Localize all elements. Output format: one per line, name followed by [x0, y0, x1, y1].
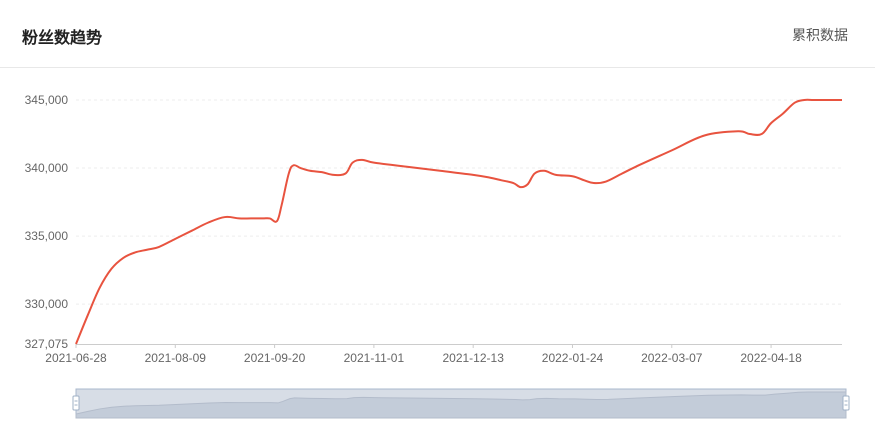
x-tick-label: 2021-08-09 — [145, 351, 207, 365]
chart-title: 粉丝数趋势 — [22, 30, 103, 47]
y-tick-label: 345,000 — [25, 93, 69, 107]
y-tick-label: 327,075 — [25, 337, 69, 351]
y-tick-label: 335,000 — [25, 229, 69, 243]
slider-handle-right[interactable] — [842, 395, 850, 411]
series-layer — [75, 98, 842, 345]
data-zoom-slider[interactable] — [72, 388, 850, 419]
y-tick-label: 340,000 — [25, 161, 69, 175]
x-tick-label: 2021-09-20 — [244, 351, 306, 365]
grid-lines — [76, 99, 842, 305]
slider-preview-area — [75, 391, 847, 419]
y-tick-label: 330,000 — [25, 297, 69, 311]
handle-grip[interactable] — [842, 395, 850, 411]
fans-trend-chart: 345,000 340,000 335,000 330,000 327,075 2021… — [25, 93, 850, 419]
y-axis-ticks: 345,000 340,000 335,000 330,000 327,075 — [25, 93, 69, 351]
x-tick-label: 2021-06-28 — [45, 351, 107, 365]
x-tick-label: 2021-11-01 — [344, 351, 405, 365]
x-tick-label: 2022-04-18 — [740, 351, 802, 365]
x-tick-label: 2021-12-13 — [442, 351, 504, 365]
chart-header: 粉丝数趋势 累积数据 — [0, 0, 875, 68]
slider-handle-left[interactable] — [72, 395, 80, 411]
handle-grip[interactable] — [72, 395, 80, 411]
x-tick-label: 2022-03-07 — [641, 351, 703, 365]
series-line — [75, 98, 842, 345]
x-axis-ticks: 2021-06-28 2021-08-09 2021-09-20 2021-11-01… — [45, 344, 802, 365]
cumulative-data-toggle[interactable]: 累积数据 — [792, 27, 848, 43]
x-tick-label: 2022-01-24 — [542, 351, 604, 365]
